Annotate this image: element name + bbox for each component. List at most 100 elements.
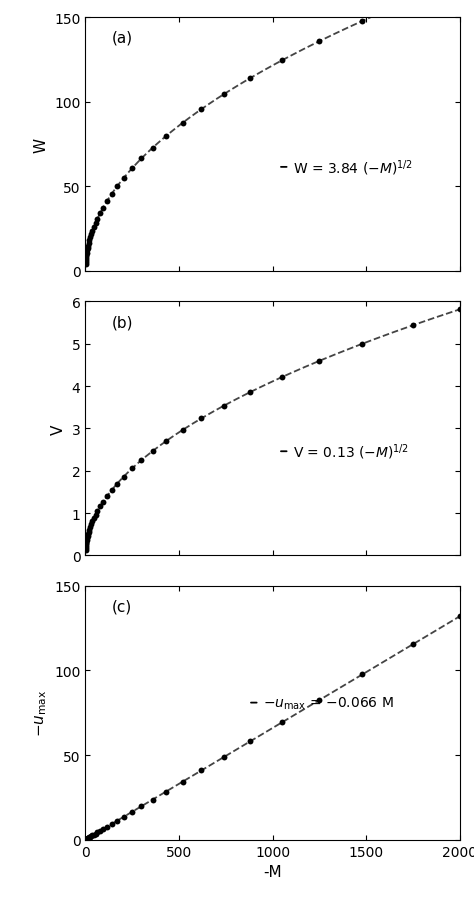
Point xyxy=(456,303,464,317)
Point xyxy=(456,610,464,624)
Point xyxy=(316,354,323,368)
Point xyxy=(120,810,128,824)
Point xyxy=(84,242,91,256)
Point xyxy=(103,195,110,209)
Point xyxy=(198,103,205,117)
Point xyxy=(113,180,121,194)
X-axis label: -M: -M xyxy=(263,864,282,880)
Point xyxy=(92,507,100,522)
Point xyxy=(84,831,92,845)
Y-axis label: W: W xyxy=(34,137,48,153)
Point xyxy=(409,319,417,333)
Point xyxy=(87,830,94,844)
Point xyxy=(86,830,93,844)
Point xyxy=(88,517,95,532)
Point xyxy=(359,14,366,29)
Point xyxy=(90,827,98,842)
Point xyxy=(82,833,89,847)
Point xyxy=(88,228,95,242)
Point xyxy=(82,833,90,847)
Point xyxy=(89,225,96,239)
Point xyxy=(82,256,90,270)
Point xyxy=(82,253,90,267)
Point xyxy=(316,35,323,50)
Point xyxy=(162,785,170,799)
Point xyxy=(82,833,90,847)
Point xyxy=(246,72,254,87)
Point xyxy=(92,826,100,841)
Text: (c): (c) xyxy=(111,599,132,614)
Point xyxy=(83,533,91,547)
Point xyxy=(120,470,128,484)
Point xyxy=(83,832,91,846)
Point xyxy=(113,477,121,491)
Point xyxy=(409,638,417,652)
Text: (a): (a) xyxy=(111,31,133,46)
Point xyxy=(82,535,90,550)
Point xyxy=(86,234,93,248)
Point xyxy=(89,828,96,842)
Point xyxy=(94,825,101,840)
Y-axis label: V: V xyxy=(51,424,66,434)
Point xyxy=(316,694,323,708)
Point xyxy=(128,805,136,819)
Point xyxy=(100,822,107,836)
Point xyxy=(82,258,89,273)
Point xyxy=(359,667,366,682)
Point xyxy=(198,412,205,426)
Point xyxy=(246,386,254,400)
Point xyxy=(82,833,90,847)
Point xyxy=(87,231,94,246)
Point xyxy=(84,832,91,846)
Point xyxy=(246,734,254,749)
Point xyxy=(137,799,145,814)
Point xyxy=(137,453,145,468)
Point xyxy=(83,531,91,545)
Point xyxy=(108,817,115,832)
Point xyxy=(92,217,100,231)
Point xyxy=(179,116,186,131)
Point xyxy=(100,201,107,216)
Text: W = 3.84 $(-M)^{1/2}$: W = 3.84 $(-M)^{1/2}$ xyxy=(293,158,413,178)
Point xyxy=(85,831,92,845)
Point xyxy=(84,527,92,542)
Point xyxy=(220,88,228,102)
Point xyxy=(82,537,90,552)
Point xyxy=(82,536,90,551)
Point xyxy=(128,461,136,476)
Point xyxy=(162,434,170,449)
Point xyxy=(82,539,90,554)
Point xyxy=(94,504,101,518)
Point xyxy=(149,793,156,807)
Point xyxy=(137,152,145,166)
Point xyxy=(97,824,104,838)
Point xyxy=(84,239,92,254)
Point xyxy=(220,750,228,765)
Point xyxy=(82,248,90,263)
Point xyxy=(84,529,91,544)
Point xyxy=(89,515,96,529)
Point xyxy=(179,424,186,438)
Text: (b): (b) xyxy=(111,315,133,330)
Point xyxy=(82,251,90,265)
Point xyxy=(87,520,94,535)
Point xyxy=(90,512,98,526)
Point xyxy=(90,221,98,236)
Point xyxy=(120,172,128,186)
Point xyxy=(97,207,104,221)
Point xyxy=(108,188,115,202)
Point xyxy=(128,162,136,176)
Point xyxy=(198,763,205,777)
Point xyxy=(278,54,286,69)
Y-axis label: $-u_{\rm max}$: $-u_{\rm max}$ xyxy=(33,689,48,737)
Point xyxy=(409,0,417,7)
Point xyxy=(88,829,95,843)
Point xyxy=(82,832,90,846)
Point xyxy=(359,337,366,351)
Point xyxy=(94,212,101,227)
Point xyxy=(82,832,90,846)
Point xyxy=(83,244,91,258)
Point xyxy=(149,444,156,459)
Point xyxy=(103,820,110,834)
Point xyxy=(113,814,121,828)
